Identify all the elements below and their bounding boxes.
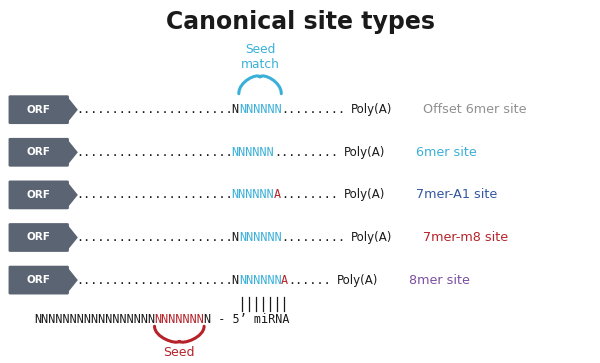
Text: NNNNNNN: NNNNNNN <box>155 313 205 326</box>
Text: N - 5’ miRNA: N - 5’ miRNA <box>204 313 290 326</box>
Polygon shape <box>67 224 78 251</box>
Text: Seed: Seed <box>164 347 195 359</box>
Text: .........: ......... <box>281 103 346 116</box>
Text: ......................: ...................... <box>76 103 233 116</box>
Text: NNNNNN: NNNNNN <box>232 188 274 201</box>
Text: N: N <box>232 231 239 244</box>
Polygon shape <box>67 267 78 293</box>
Polygon shape <box>67 96 78 123</box>
Text: Poly(A): Poly(A) <box>344 188 385 201</box>
Text: ORF: ORF <box>27 105 50 115</box>
Text: NNNNNN: NNNNNN <box>232 146 274 159</box>
Text: ........: ........ <box>281 188 338 201</box>
FancyBboxPatch shape <box>8 266 69 294</box>
Text: Seed
match: Seed match <box>241 43 280 72</box>
Text: NNNNNN: NNNNNN <box>239 231 281 244</box>
Text: Canonical site types: Canonical site types <box>166 10 434 34</box>
Polygon shape <box>67 139 78 166</box>
Text: ORF: ORF <box>27 275 50 285</box>
Text: N: N <box>232 103 239 116</box>
FancyBboxPatch shape <box>8 180 69 209</box>
FancyBboxPatch shape <box>8 95 69 124</box>
Text: 8mer site: 8mer site <box>409 274 470 287</box>
Text: ......................: ...................... <box>76 274 233 287</box>
Text: .........: ......... <box>281 231 346 244</box>
Text: ......................: ...................... <box>76 146 233 159</box>
Polygon shape <box>67 182 78 208</box>
Text: Poly(A): Poly(A) <box>351 103 392 116</box>
Text: ......................: ...................... <box>76 231 233 244</box>
Text: A: A <box>281 274 289 287</box>
Text: A: A <box>274 188 281 201</box>
Text: Offset 6mer site: Offset 6mer site <box>423 103 526 116</box>
Text: N: N <box>232 274 239 287</box>
Text: Poly(A): Poly(A) <box>337 274 378 287</box>
Text: ORF: ORF <box>27 147 50 157</box>
Text: .........: ......... <box>274 146 338 159</box>
FancyBboxPatch shape <box>8 138 69 167</box>
Text: NNNNNN: NNNNNN <box>239 103 281 116</box>
Text: ORF: ORF <box>27 190 50 200</box>
Text: 6mer site: 6mer site <box>416 146 476 159</box>
Text: ......: ...... <box>289 274 331 287</box>
Text: Poly(A): Poly(A) <box>351 231 392 244</box>
FancyBboxPatch shape <box>8 223 69 252</box>
Text: NNNNNN: NNNNNN <box>239 274 281 287</box>
Text: 7mer-A1 site: 7mer-A1 site <box>416 188 497 201</box>
Text: ......................: ...................... <box>76 188 233 201</box>
Text: 7mer-m8 site: 7mer-m8 site <box>423 231 508 244</box>
Text: NNNNNNNNNNNNNNNNN: NNNNNNNNNNNNNNNNN <box>34 313 155 326</box>
Text: ORF: ORF <box>27 232 50 242</box>
Text: Poly(A): Poly(A) <box>344 146 385 159</box>
